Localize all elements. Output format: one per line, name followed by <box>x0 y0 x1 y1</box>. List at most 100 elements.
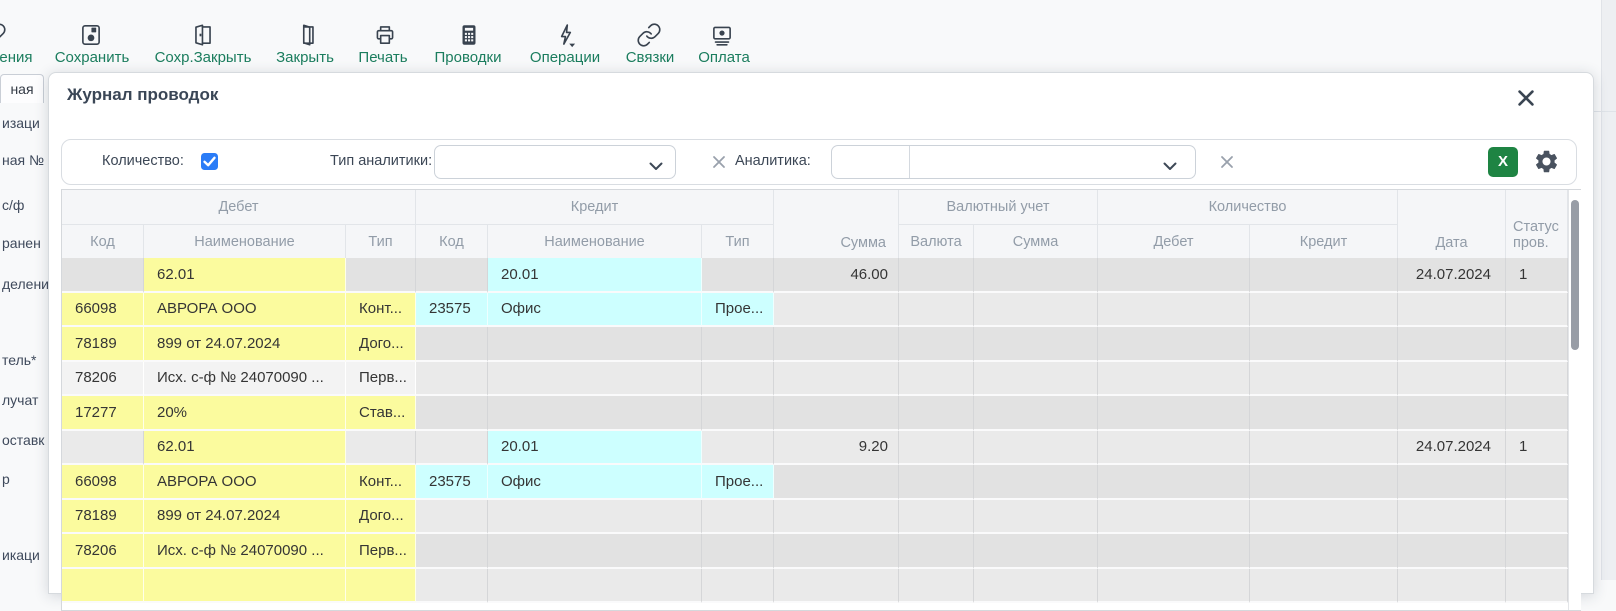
column-header[interactable]: Сумма <box>974 225 1098 258</box>
table-cell[interactable] <box>899 292 974 327</box>
table-cell[interactable]: Прое... <box>702 465 774 500</box>
table-cell[interactable] <box>1398 568 1506 603</box>
analytics-type-select[interactable] <box>434 145 676 179</box>
table-cell[interactable] <box>1098 465 1250 500</box>
table-cell[interactable] <box>1398 361 1506 396</box>
table-cell[interactable] <box>416 361 488 396</box>
table-cell[interactable] <box>1506 534 1568 569</box>
table-cell[interactable] <box>1398 327 1506 362</box>
table-cell[interactable] <box>899 396 974 431</box>
table-cell[interactable] <box>416 568 488 603</box>
table-cell[interactable] <box>1098 292 1250 327</box>
table-cell[interactable] <box>144 568 346 603</box>
table-cell[interactable] <box>899 430 974 465</box>
table-cell[interactable]: 899 от 24.07.2024 <box>144 327 346 362</box>
table-cell[interactable] <box>1250 292 1398 327</box>
table-cell[interactable] <box>774 499 899 534</box>
table-cell[interactable]: 23575 <box>416 292 488 327</box>
column-header[interactable]: Валюта <box>899 225 974 258</box>
table-cell[interactable] <box>974 292 1098 327</box>
table-cell[interactable] <box>974 430 1098 465</box>
toolbar-button-door-exit[interactable]: Сохр.Закрыть <box>143 0 263 70</box>
table-cell[interactable]: АВРОРА ООО <box>144 292 346 327</box>
table-cell[interactable] <box>774 292 899 327</box>
table-cell[interactable] <box>346 568 416 603</box>
table-cell[interactable] <box>1506 465 1568 500</box>
table-cell[interactable] <box>1098 499 1250 534</box>
table-cell[interactable] <box>1098 568 1250 603</box>
table-cell[interactable] <box>1250 327 1398 362</box>
table-cell[interactable]: 17277 <box>62 396 144 431</box>
table-cell[interactable]: 62.01 <box>144 430 346 465</box>
table-cell[interactable]: Конт... <box>346 292 416 327</box>
table-cell[interactable] <box>974 499 1098 534</box>
column-header[interactable]: Код <box>62 225 144 258</box>
toolbar-button-printer[interactable]: Печать <box>323 0 443 70</box>
table-cell[interactable] <box>346 430 416 465</box>
table-cell[interactable] <box>702 534 774 569</box>
table-cell[interactable] <box>899 361 974 396</box>
table-cell[interactable] <box>488 534 702 569</box>
table-cell[interactable]: 78206 <box>62 534 144 569</box>
table-cell[interactable]: 78206 <box>62 361 144 396</box>
table-cell[interactable] <box>702 396 774 431</box>
table-cell[interactable] <box>1250 396 1398 431</box>
table-cell[interactable] <box>416 327 488 362</box>
table-cell[interactable] <box>62 568 144 603</box>
table-cell[interactable] <box>488 361 702 396</box>
table-cell[interactable] <box>1506 361 1568 396</box>
table-cell[interactable]: Перв... <box>346 361 416 396</box>
table-cell[interactable] <box>416 499 488 534</box>
table-cell[interactable] <box>1398 465 1506 500</box>
table-cell[interactable] <box>1250 499 1398 534</box>
table-cell[interactable]: Став... <box>346 396 416 431</box>
table-cell[interactable] <box>702 361 774 396</box>
clear-analytics-type-icon[interactable] <box>712 155 726 169</box>
table-cell[interactable] <box>702 568 774 603</box>
table-cell[interactable] <box>974 327 1098 362</box>
table-cell[interactable] <box>1250 430 1398 465</box>
table-cell[interactable] <box>899 534 974 569</box>
table-cell[interactable] <box>1398 396 1506 431</box>
table-cell[interactable]: 1 <box>1506 430 1568 465</box>
table-cell[interactable] <box>416 396 488 431</box>
table-cell[interactable] <box>1098 361 1250 396</box>
table-cell[interactable] <box>1098 396 1250 431</box>
table-cell[interactable] <box>488 499 702 534</box>
table-cell[interactable] <box>974 258 1098 293</box>
table-cell[interactable]: 66098 <box>62 465 144 500</box>
table-cell[interactable] <box>974 361 1098 396</box>
table-cell[interactable]: 24.07.2024 <box>1398 258 1506 293</box>
toolbar-button-save[interactable]: Сохранить <box>32 0 152 70</box>
table-cell[interactable] <box>974 534 1098 569</box>
table-cell[interactable] <box>416 258 488 293</box>
column-header[interactable]: Сумма <box>774 190 899 258</box>
table-cell[interactable] <box>1398 499 1506 534</box>
table-cell[interactable]: Офис <box>488 292 702 327</box>
vertical-scrollbar[interactable] <box>1568 190 1581 610</box>
table-cell[interactable] <box>1250 465 1398 500</box>
clear-analytics-icon[interactable] <box>1220 155 1234 169</box>
analytics-select[interactable] <box>831 145 1196 179</box>
table-cell[interactable] <box>1250 568 1398 603</box>
column-header[interactable]: Код <box>416 225 488 258</box>
table-cell[interactable] <box>774 396 899 431</box>
table-cell[interactable] <box>899 465 974 500</box>
table-cell[interactable]: Прое... <box>702 292 774 327</box>
table-cell[interactable] <box>488 327 702 362</box>
table-cell[interactable]: Исх. с-ф № 24070090 ... <box>144 534 346 569</box>
table-cell[interactable] <box>974 465 1098 500</box>
column-header[interactable]: Статус пров. <box>1506 190 1568 258</box>
toolbar-button-lightning-dropdown[interactable]: Операции <box>505 0 625 70</box>
table-cell[interactable]: 78189 <box>62 499 144 534</box>
table-cell[interactable]: АВРОРА ООО <box>144 465 346 500</box>
table-cell[interactable] <box>774 361 899 396</box>
table-cell[interactable] <box>702 258 774 293</box>
background-tab[interactable]: ная <box>0 74 44 103</box>
table-cell[interactable]: Исх. с-ф № 24070090 ... <box>144 361 346 396</box>
table-cell[interactable]: 78189 <box>62 327 144 362</box>
table-cell[interactable] <box>1098 430 1250 465</box>
toolbar-button-door[interactable]: Закрыть <box>245 0 365 70</box>
quantity-checkbox[interactable] <box>201 153 218 170</box>
table-cell[interactable]: 23575 <box>416 465 488 500</box>
